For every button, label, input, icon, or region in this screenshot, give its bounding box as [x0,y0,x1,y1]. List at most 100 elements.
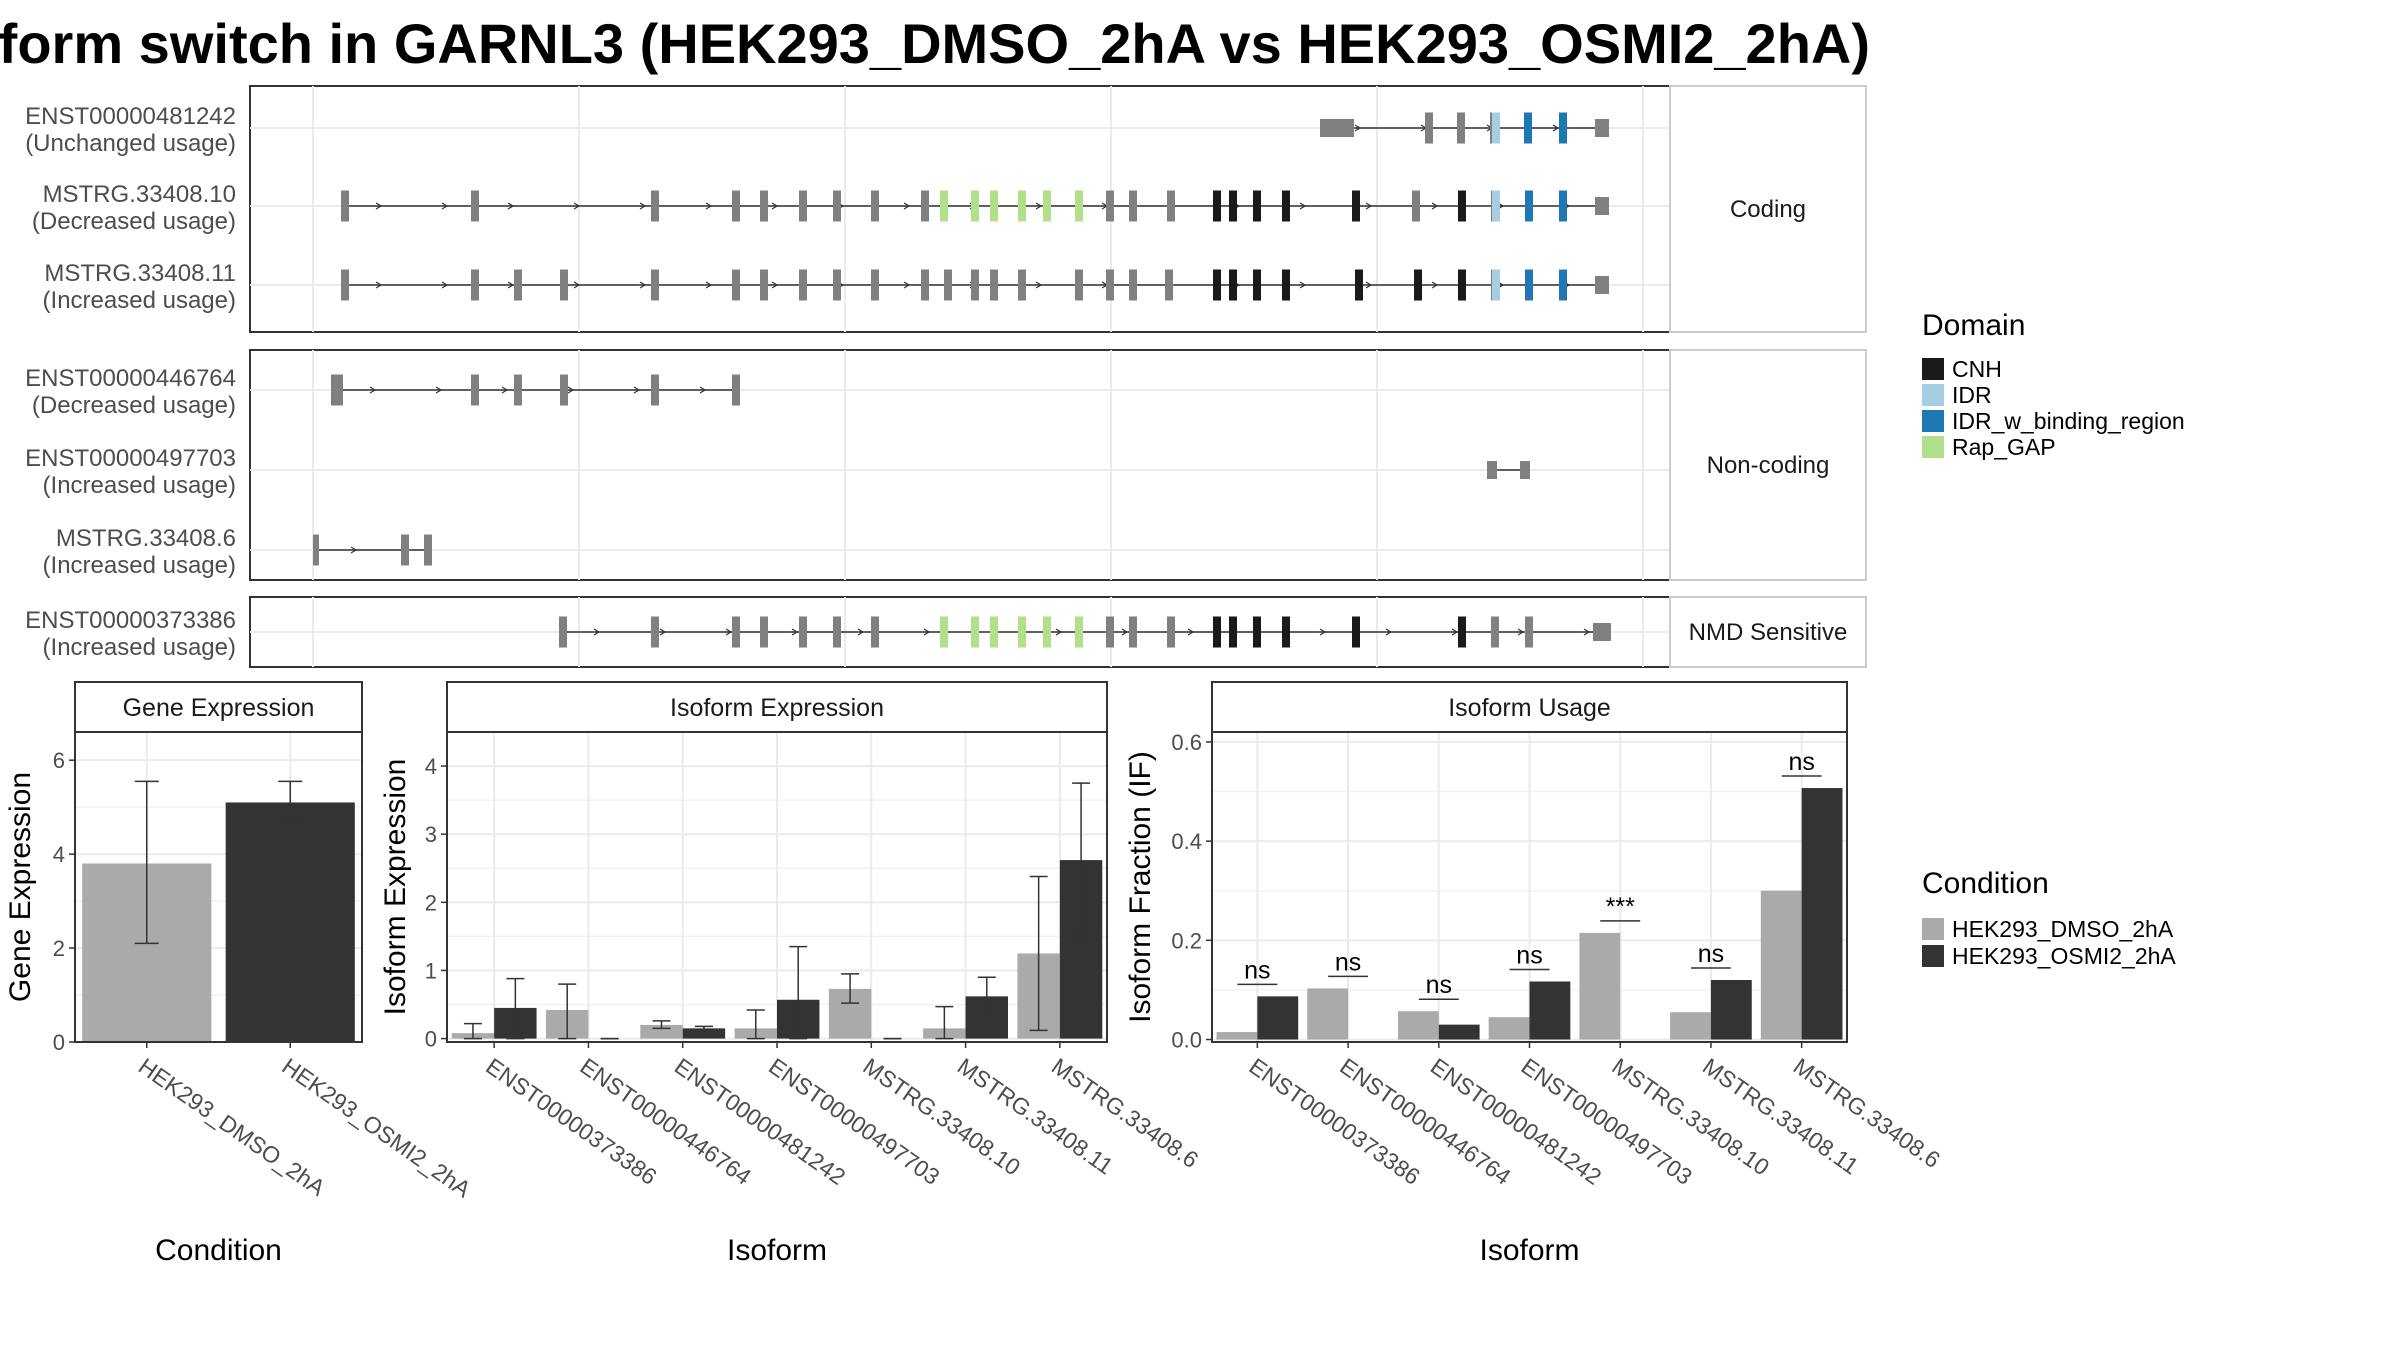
strand-arrow [1299,202,1307,210]
bar [1438,1024,1480,1040]
exon-block [1355,269,1363,301]
strand-arrow [593,628,601,636]
exon-block [833,616,841,648]
y-tick-label: 0.6 [1171,730,1202,755]
significance-label: ns [1244,956,1270,984]
strand-arrow [435,386,443,394]
chart-frame-0 [74,731,363,1043]
bar [1760,890,1802,1040]
exon-block [1282,616,1290,648]
chart-strip-1 [446,681,1108,733]
strand-arrow [1365,281,1373,289]
exon-block [341,190,349,222]
strand-arrow [923,628,931,636]
exon-block [1282,190,1290,222]
strand-arrow [350,546,358,554]
strand-arrow [1552,124,1560,132]
strand-arrow [1299,281,1307,289]
exon-block [799,269,807,301]
x-axis-title: Isoform [727,1234,827,1267]
exon-block [1129,190,1137,222]
chart-strip-0 [74,681,363,733]
bar [682,1028,726,1039]
legend-domain-swatch [1922,410,1944,432]
exon-block [331,374,343,406]
exon-block [1525,269,1533,301]
strand-arrow [1583,628,1591,636]
exon-block [651,269,659,301]
strand-arrow [705,202,713,210]
x-axis-title: Isoform [1479,1234,1579,1267]
strand-arrow [771,202,779,210]
strand-arrow [369,386,377,394]
transcript-name: MSTRG.33408.11 [44,260,236,287]
significance-label: ns [1788,748,1814,776]
exon-block [732,616,740,648]
legend-domain-label: IDR [1952,382,1992,408]
x-tick-label: MSTRG.33408.10 [1607,1053,1774,1181]
exon-block [971,190,979,222]
exon-block [940,616,948,648]
chart-title: Gene Expression [123,694,315,722]
strand-arrow [501,386,509,394]
exon-block [559,616,567,648]
exon-block [871,190,879,222]
transcript-status: (Increased usage) [43,552,236,579]
exon-block [833,269,841,301]
strand-arrow [507,202,515,210]
strand-arrow [1451,628,1459,636]
legend-condition-label: HEK293_DMSO_2hA [1952,916,2174,942]
strand-arrow [573,202,581,210]
exon-block [514,269,522,301]
exon-block [799,190,807,222]
strand-arrow [857,628,865,636]
transcript-status: (Increased usage) [43,472,236,499]
exon-block [760,616,768,648]
exon-block [1106,190,1114,222]
bar [1216,1032,1258,1040]
exon-block [1525,190,1533,222]
exon-block [1043,190,1051,222]
exon-block [1253,616,1261,648]
exon-block [1595,119,1609,137]
strand-arrow [1431,281,1439,289]
exon-block [833,190,841,222]
strand-arrow [725,628,733,636]
exon-block [732,190,740,222]
exon-block [1106,616,1114,648]
exon-block [1229,269,1237,301]
y-tick-label: 4 [53,842,65,867]
exon-block [514,374,522,406]
strand-arrow [1121,628,1129,636]
exon-block [1018,269,1026,301]
legend-domain-label: Rap_GAP [1952,434,2056,460]
exon-block [1595,276,1609,294]
transcript-name: MSTRG.33408.6 [56,525,236,552]
transcript-status: (Decreased usage) [32,208,236,235]
exon-block [1018,190,1026,222]
strand-arrow [903,202,911,210]
strand-arrow [1187,628,1195,636]
exon-block [1457,112,1465,144]
y-tick-label: 0 [53,1030,65,1055]
panel-strip-1 [1669,349,1867,581]
exon-block [1520,461,1530,479]
exon-block [1595,197,1609,215]
exon-block [1559,269,1567,301]
exon-block [1525,616,1533,648]
exon-block [560,269,568,301]
panel-strip-label: Non-coding [1707,452,1830,479]
exon-block [971,269,979,301]
transcript-status: (Unchanged usage) [25,130,236,157]
bar [1801,788,1843,1040]
chart-title: Isoform Expression [670,694,884,722]
figure-title: Isoform switch in GARNL3 (HEK293_DMSO_2h… [0,8,1870,88]
y-tick-label: 0 [425,1027,437,1052]
strand-arrow [1385,628,1393,636]
strand-arrow [441,281,449,289]
exon-block [1165,269,1173,301]
bar [225,802,355,1042]
strand-arrow [1319,628,1327,636]
exon-block [1229,190,1237,222]
y-axis-title: Isoform Expression [379,759,412,1016]
